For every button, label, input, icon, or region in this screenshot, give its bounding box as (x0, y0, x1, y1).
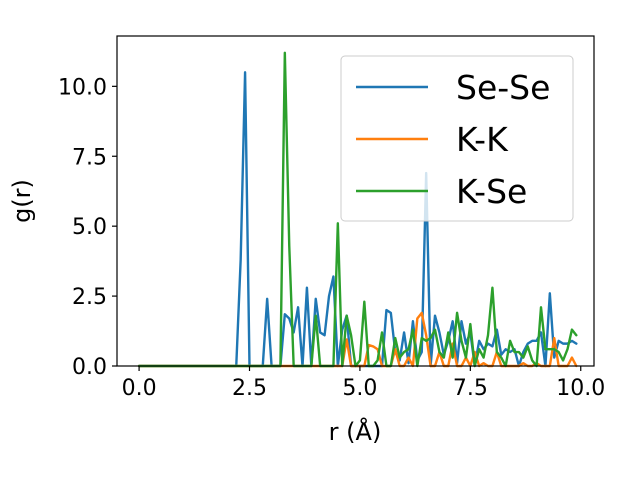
legend-label-k-se: K-Se (456, 172, 527, 211)
x-axis: 0.0 2.5 5.0 7.5 10.0 (122, 366, 605, 401)
legend-box (340, 55, 574, 222)
y-tick-label: 5.0 (72, 215, 107, 240)
y-tick-label: 2.5 (72, 285, 107, 310)
legend-label-se-se: Se-Se (456, 68, 550, 107)
x-axis-label: r (Å) (329, 417, 382, 446)
y-tick-label: 0.0 (72, 355, 107, 380)
x-tick-label: 2.5 (232, 376, 267, 401)
x-tick-label: 7.5 (453, 376, 488, 401)
y-tick-label: 7.5 (72, 145, 107, 170)
x-tick-label: 0.0 (122, 376, 157, 401)
legend: Se-Se K-K K-Se (340, 55, 574, 222)
y-axis-label: g(r) (8, 179, 36, 223)
y-tick-label: 10.0 (58, 75, 107, 100)
legend-label-k-k: K-K (456, 120, 509, 159)
x-tick-label: 5.0 (342, 376, 377, 401)
y-axis: 0.0 2.5 5.0 7.5 10.0 (58, 75, 117, 380)
x-tick-label: 10.0 (556, 376, 605, 401)
plot-frame (116, 35, 595, 367)
